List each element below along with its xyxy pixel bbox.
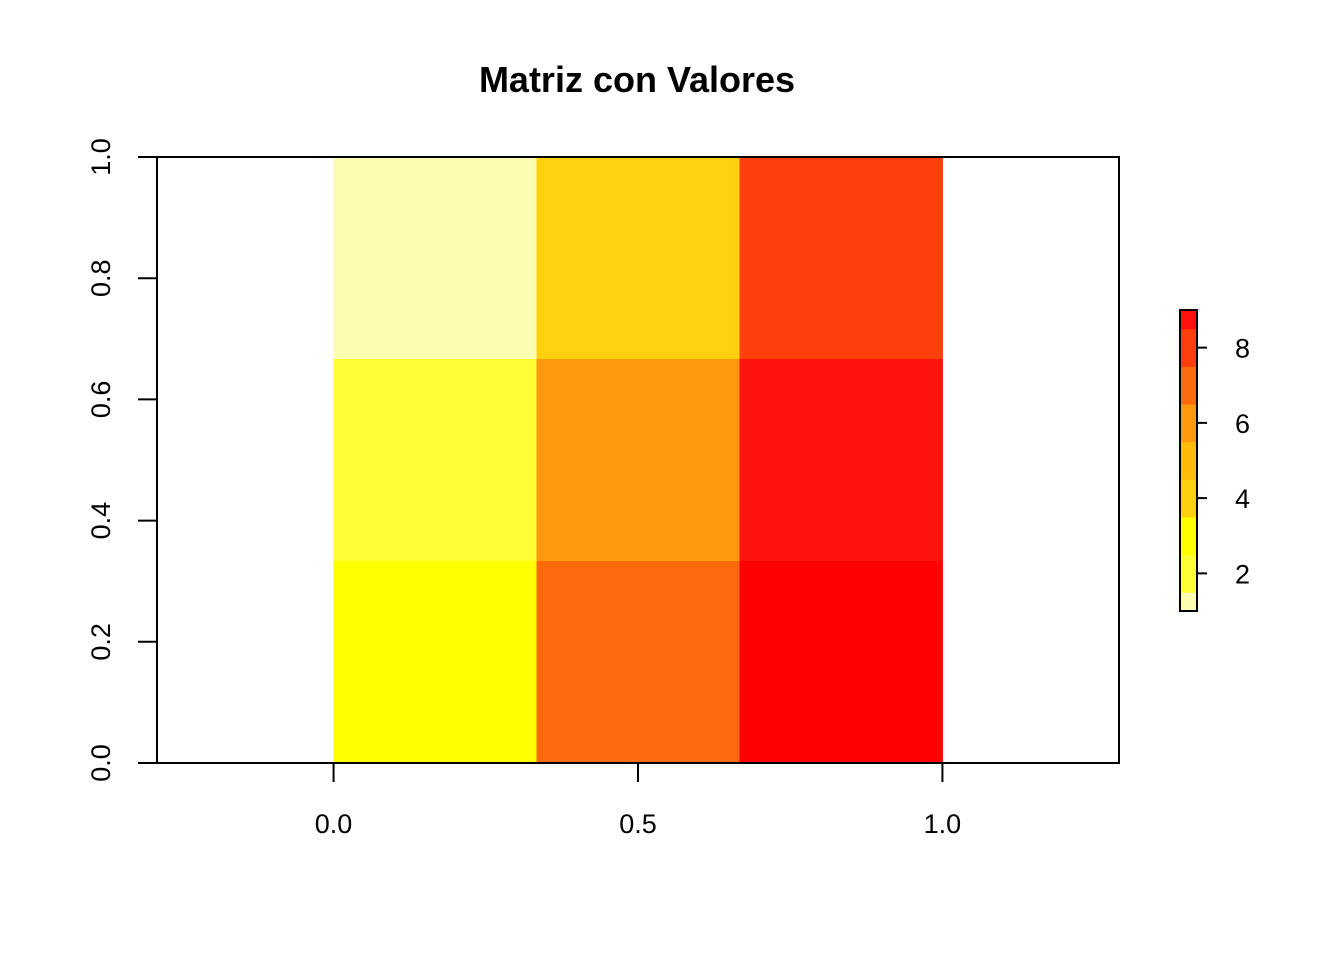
colorbar-bin — [1180, 592, 1197, 612]
colorbar-bin — [1180, 328, 1197, 367]
colorbar-legend: 2 4 6 8 — [1179, 309, 1250, 612]
x-tick-label: 0.5 — [619, 809, 657, 839]
x-tick-label: 1.0 — [924, 809, 962, 839]
x-axis: 0.0 0.5 1.0 — [315, 762, 962, 839]
heatmap-cell — [536, 359, 740, 562]
colorbar-bin — [1180, 554, 1197, 593]
heatmap-cell — [333, 359, 538, 562]
y-tick-label: 0.2 — [86, 623, 116, 661]
colorbar-bin — [1180, 516, 1197, 556]
colorbar-tick-label: 2 — [1235, 559, 1250, 589]
heatmap-cell — [739, 561, 943, 764]
chart-title: Matriz con Valores — [479, 59, 795, 100]
heatmap-cell — [739, 359, 943, 562]
heatmap-cells — [333, 157, 943, 764]
x-tick-label: 0.0 — [315, 809, 353, 839]
colorbar-bin — [1180, 366, 1197, 405]
heatmap-cell — [739, 157, 943, 360]
colorbar-bin — [1180, 310, 1197, 330]
colorbar-bin — [1180, 479, 1197, 518]
colorbar-tick-label: 8 — [1235, 334, 1250, 364]
heatmap-cell — [536, 561, 740, 764]
heatmap-cell — [333, 561, 538, 764]
y-tick-label: 0.4 — [86, 502, 116, 540]
y-tick-label: 1.0 — [86, 138, 116, 176]
colorbar-bin — [1180, 404, 1197, 443]
y-tick-label: 0.8 — [86, 259, 116, 297]
colorbar-tick-label: 6 — [1235, 409, 1250, 439]
heatmap-cell — [333, 157, 538, 360]
y-tick-label: 0.0 — [86, 744, 116, 782]
colorbar-tick-label: 4 — [1235, 484, 1250, 514]
heatmap-cell — [536, 157, 740, 360]
y-tick-label: 0.6 — [86, 381, 116, 419]
colorbar-bin — [1180, 441, 1197, 480]
colorbar-frame — [1179, 309, 1198, 612]
y-axis: 0.0 0.2 0.4 0.6 0.8 1.0 — [86, 138, 158, 782]
